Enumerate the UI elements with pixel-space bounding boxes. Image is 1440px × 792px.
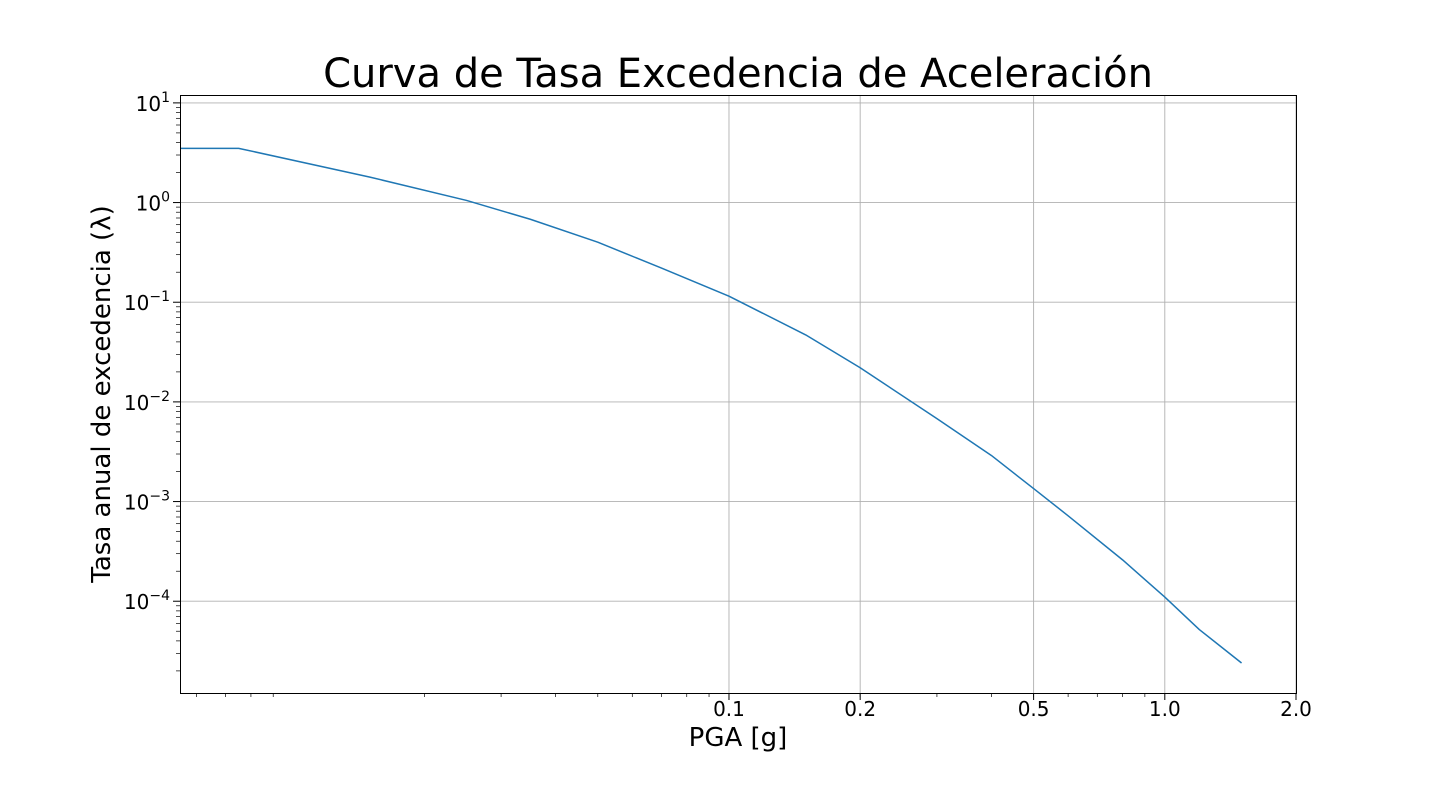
x-tick-label: 1.0 — [1149, 697, 1181, 721]
y-tick-base: 10 — [124, 291, 149, 315]
x-axis-label: PGA [g] — [689, 723, 788, 753]
y-tick-exponent: −4 — [149, 588, 170, 604]
x-tick-label: 0.2 — [844, 697, 876, 721]
y-tick-base: 10 — [136, 92, 161, 116]
x-tick-label: 0.1 — [713, 697, 745, 721]
chart-title: Curva de Tasa Excedencia de Aceleración — [323, 51, 1153, 97]
y-tick-exponent: −3 — [149, 489, 170, 505]
y-tick-exponent: −1 — [149, 289, 170, 305]
y-tick-label: 101 — [136, 90, 170, 116]
y-tick-base: 10 — [136, 192, 161, 216]
series-layer — [180, 147, 1243, 664]
x-tick-label: 0.5 — [1018, 697, 1050, 721]
y-tick-base: 10 — [124, 391, 149, 415]
series-line — [180, 147, 1243, 664]
y-tick-base: 10 — [124, 590, 149, 614]
y-tick-label: 10−1 — [124, 289, 170, 315]
y-tick-label: 10−4 — [124, 588, 170, 614]
y-tick-exponent: 0 — [161, 190, 170, 206]
y-tick-label: 10−2 — [124, 389, 170, 415]
x-tick-label: 2.0 — [1280, 697, 1312, 721]
y-tick-label: 10−3 — [124, 489, 170, 515]
grid — [180, 95, 1297, 693]
y-tick-base: 10 — [124, 491, 149, 515]
y-tick-label: 100 — [136, 190, 170, 216]
plot-frame — [180, 95, 1297, 694]
y-axis-label: Tasa anual de excedencia (λ) — [87, 205, 117, 583]
y-tick-exponent: −2 — [149, 389, 170, 405]
y-tick-exponent: 1 — [161, 90, 170, 106]
